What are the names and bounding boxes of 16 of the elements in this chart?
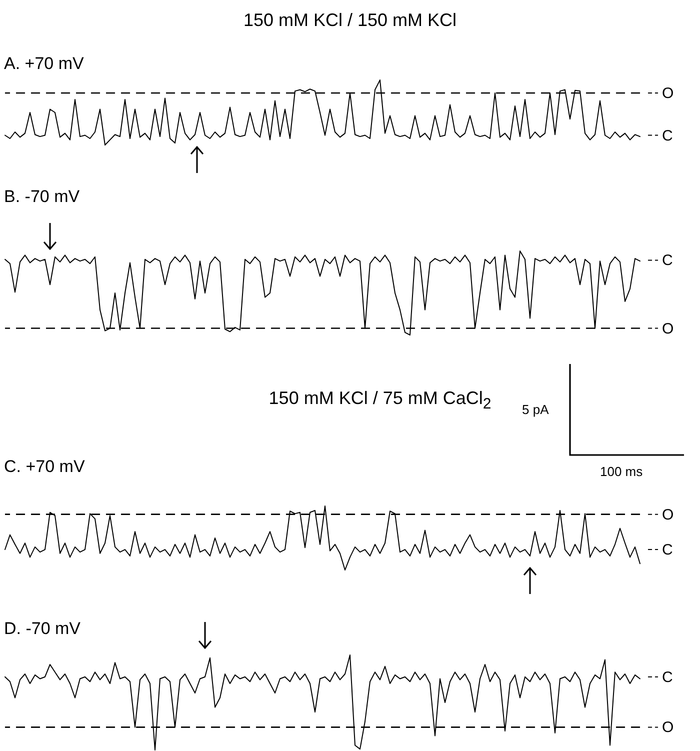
ref-line-label: C xyxy=(662,127,673,144)
ref-line-label: O xyxy=(662,506,674,524)
chart-title: 150 mM KCl / 75 mM CaCl$_{2}$ xyxy=(268,388,492,413)
ref-line-label: C xyxy=(662,668,673,686)
ref-line-label: O xyxy=(662,719,674,736)
chart-title: 150 mM KCl / 150 mM KCl xyxy=(243,10,457,31)
ref-line-label: O xyxy=(662,85,674,102)
chart-subtitle: C. +70 mV xyxy=(4,457,85,477)
chart-subtitle: B. -70 mV xyxy=(4,187,80,207)
chart-subtitle: A. +70 mV xyxy=(4,54,84,74)
text: 100 ms xyxy=(600,464,643,479)
text: 5 pA xyxy=(522,402,549,417)
ref-line-label: O xyxy=(662,320,674,338)
ref-line-label: C xyxy=(662,252,673,270)
chart-subtitle: D. -70 mV xyxy=(4,619,81,639)
ref-line-label: C xyxy=(662,542,673,559)
